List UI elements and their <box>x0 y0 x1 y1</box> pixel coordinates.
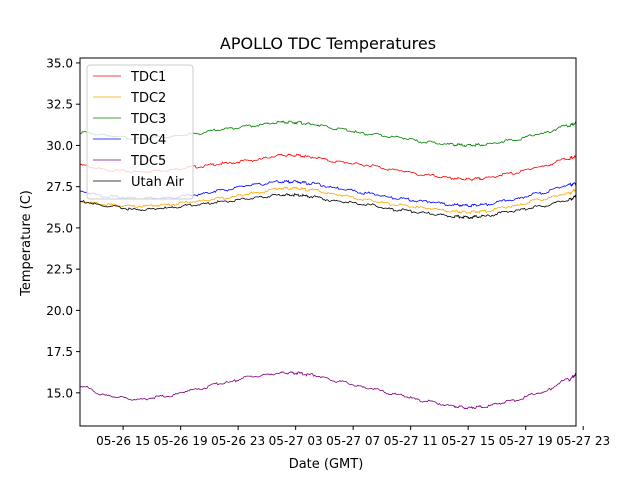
x-axis-label: Date (GMT) <box>289 457 364 472</box>
x-tick-label: 05-26 19 <box>154 434 208 448</box>
x-tick-label: 05-27 19 <box>499 434 553 448</box>
y-tick-label: 35.0 <box>46 56 73 70</box>
y-tick-label: 32.5 <box>46 98 73 112</box>
series-line-tdc5 <box>80 371 576 410</box>
y-tick-label: 17.5 <box>46 345 73 359</box>
x-tick-label: 05-26 15 <box>96 434 150 448</box>
x-tick-label: 05-27 07 <box>326 434 380 448</box>
legend-box <box>86 64 194 200</box>
y-tick-label: 27.5 <box>46 180 73 194</box>
legend-label: TDC5 <box>130 154 166 169</box>
y-axis-label: Temperature (C) <box>19 190 34 297</box>
legend-label: TDC4 <box>130 133 166 148</box>
y-tick-label: 15.0 <box>46 386 73 400</box>
y-tick-label: 25.0 <box>46 221 73 235</box>
chart-title: APOLLO TDC Temperatures <box>220 34 436 53</box>
y-tick-label: 20.0 <box>46 304 73 318</box>
x-tick-label: 05-27 15 <box>441 434 495 448</box>
x-tick-label: 05-27 23 <box>556 434 610 448</box>
series-line-utah-air <box>80 193 576 220</box>
x-tick-label: 05-27 03 <box>269 434 323 448</box>
legend-label: TDC1 <box>130 70 166 85</box>
legend: TDC1 TDC2 TDC3 TDC4 TDC5 Utah Air <box>86 64 194 200</box>
x-tick-label: 05-27 11 <box>384 434 438 448</box>
plot-frame <box>79 57 577 427</box>
legend-label: Utah Air <box>131 175 184 190</box>
axis-layer: 15.0 17.5 20.0 22.5 25.0 27.5 30.0 32.5 35.0 05-2… <box>46 56 610 448</box>
y-tick-label: 30.0 <box>46 139 73 153</box>
series-line-tdc2 <box>80 186 576 215</box>
legend-label: TDC3 <box>130 112 166 127</box>
legend-label: TDC2 <box>130 91 166 106</box>
y-tick-label: 22.5 <box>46 263 73 277</box>
x-tick-label: 05-26 23 <box>211 434 265 448</box>
